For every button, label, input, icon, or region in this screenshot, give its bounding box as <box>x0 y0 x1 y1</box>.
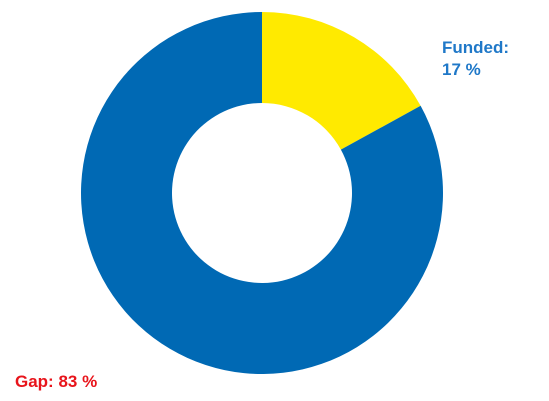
slice-gap <box>81 12 444 374</box>
gap-label-value: 83 % <box>58 372 98 391</box>
gap-slice-label: Gap: 83 % <box>15 371 97 393</box>
slice-funded <box>262 12 421 150</box>
funded-slice-label: Funded: 17 % <box>442 37 509 81</box>
funded-label-name: Funded: <box>442 38 510 57</box>
funded-label-value: 17 % <box>442 60 481 79</box>
donut-slices <box>81 12 444 374</box>
gap-label-name: Gap: <box>15 372 54 391</box>
